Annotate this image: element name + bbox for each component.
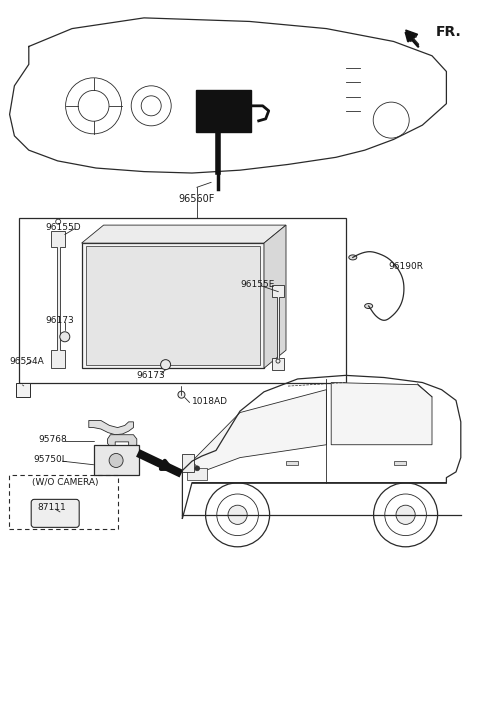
Text: 96190R: 96190R — [389, 262, 424, 271]
Circle shape — [195, 466, 200, 470]
Polygon shape — [108, 435, 137, 448]
Text: 96173: 96173 — [46, 316, 74, 325]
Text: 1018AD: 1018AD — [192, 398, 228, 406]
Ellipse shape — [349, 255, 357, 260]
Text: FR.: FR. — [436, 25, 462, 39]
Bar — [182, 454, 194, 472]
Text: 96560F: 96560F — [179, 194, 215, 204]
Bar — [394, 460, 406, 465]
Text: 96554A: 96554A — [10, 357, 44, 365]
Circle shape — [109, 453, 123, 468]
Text: (W/O CAMERA): (W/O CAMERA) — [32, 478, 98, 487]
Bar — [16, 383, 30, 397]
Polygon shape — [82, 225, 286, 243]
Bar — [286, 460, 298, 465]
Text: 95750L: 95750L — [34, 455, 67, 464]
Circle shape — [228, 506, 247, 524]
Bar — [19, 218, 346, 383]
Polygon shape — [406, 30, 418, 39]
FancyBboxPatch shape — [31, 499, 79, 528]
Polygon shape — [89, 420, 133, 435]
Text: 96173: 96173 — [137, 371, 166, 380]
Circle shape — [60, 332, 70, 342]
Text: 87111: 87111 — [37, 503, 66, 512]
Circle shape — [396, 506, 415, 524]
Bar — [187, 468, 207, 480]
Text: 95768: 95768 — [38, 435, 67, 444]
Polygon shape — [272, 285, 284, 370]
Text: 96155E: 96155E — [240, 280, 275, 289]
Polygon shape — [51, 231, 65, 368]
Polygon shape — [264, 225, 286, 368]
Circle shape — [161, 360, 170, 370]
Polygon shape — [331, 383, 432, 445]
Ellipse shape — [365, 304, 372, 308]
Text: 96155D: 96155D — [46, 223, 81, 232]
Polygon shape — [192, 390, 326, 472]
Bar — [82, 243, 264, 368]
Bar — [196, 90, 251, 132]
Circle shape — [178, 391, 185, 398]
Bar — [85, 246, 260, 365]
Bar — [94, 445, 139, 475]
